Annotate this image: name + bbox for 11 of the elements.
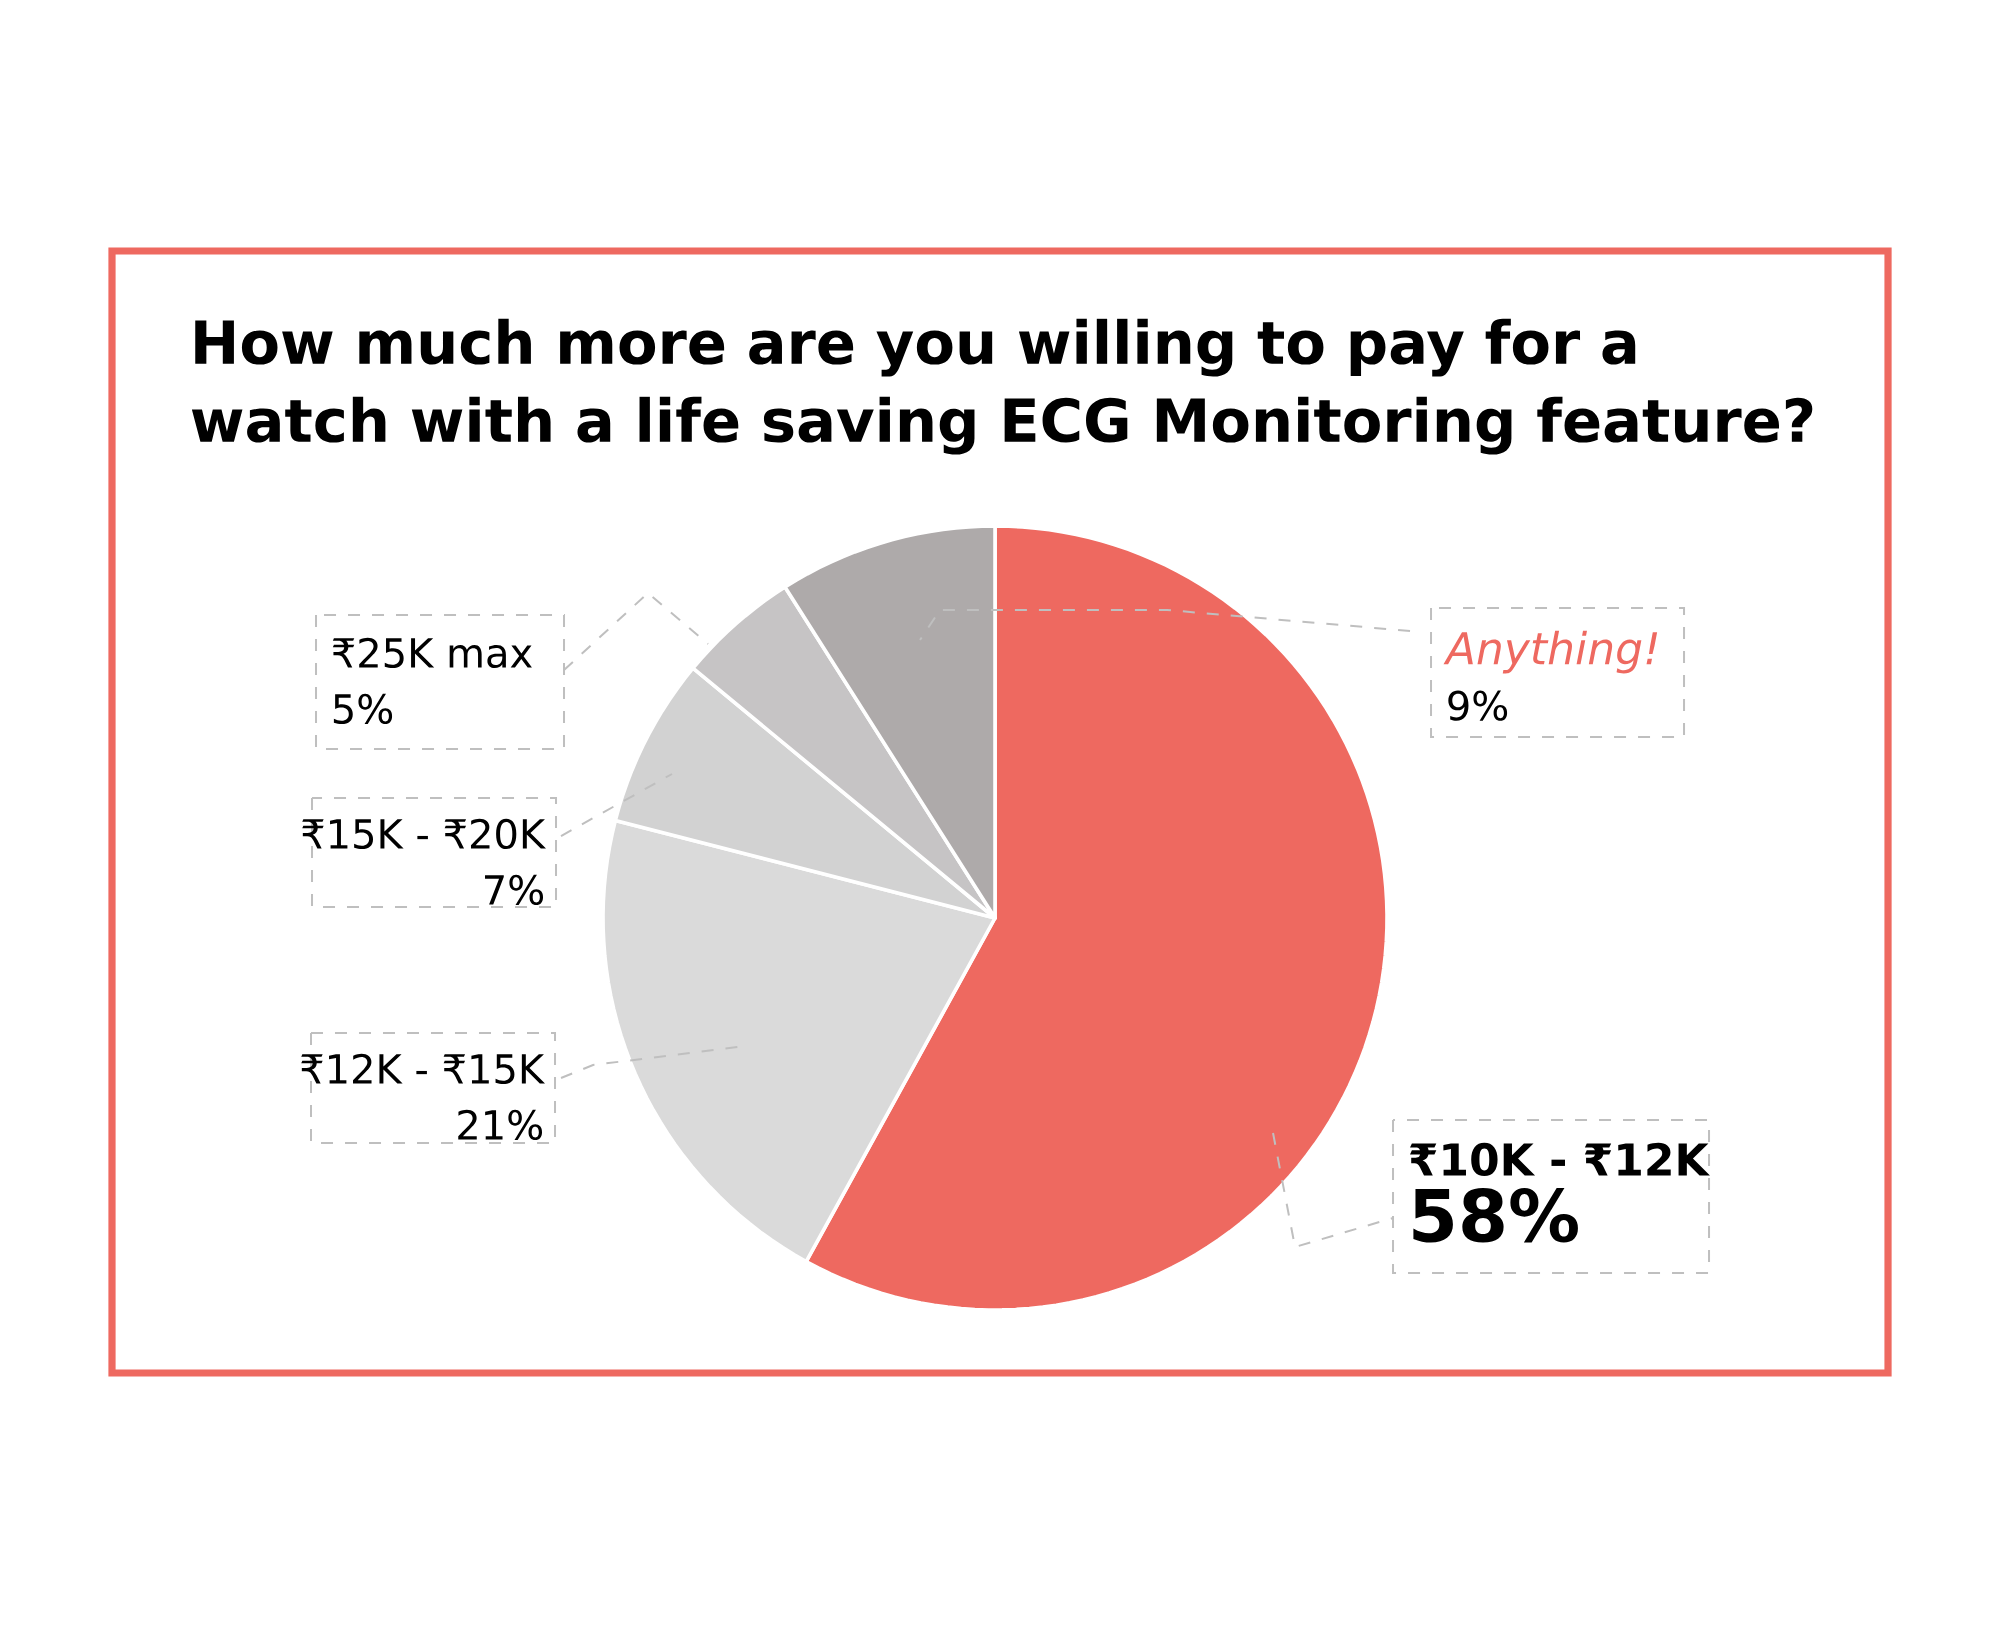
data-label: 9% [1448, 690, 1508, 721]
data-label: 7% [485, 874, 544, 906]
data-label: 21% [458, 1109, 543, 1141]
chart-title: How much more are you willing to pay for a watch with a life saving ECG Monitoring feature? [191, 318, 1813, 455]
slice-label: ₹12K - ₹15K [301, 1053, 546, 1085]
slice-label: Anything! [1443, 630, 1658, 674]
slice-label: ₹10K - ₹12K [1410, 1142, 1710, 1177]
slice-label: ₹15K - ₹20K [302, 818, 547, 850]
data-label: 58% [1413, 1188, 1578, 1243]
slice-label: ₹25K max [332, 637, 532, 669]
data-label: 5% [333, 693, 393, 725]
